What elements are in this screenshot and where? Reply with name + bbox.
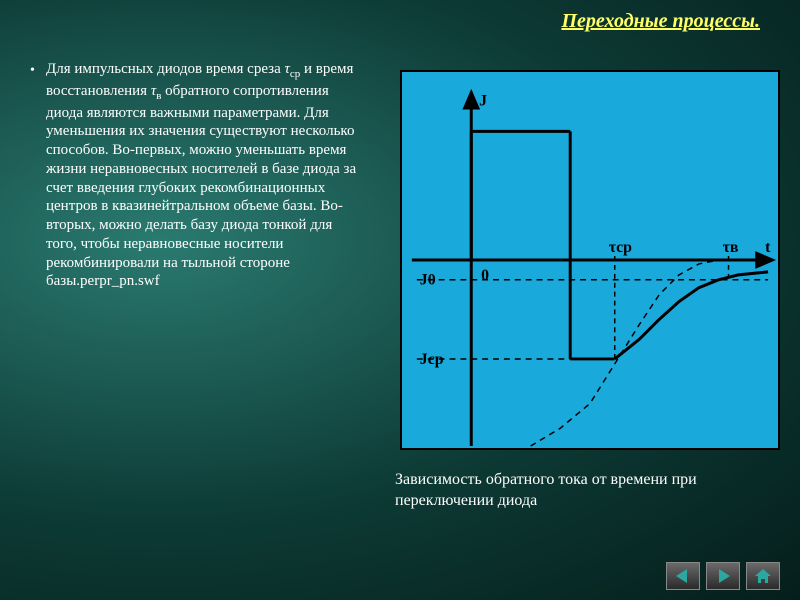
slide-title: Переходные процессы. <box>561 10 760 33</box>
house-icon <box>753 567 773 585</box>
triangle-left-icon <box>673 567 693 585</box>
bullet-dot: • <box>30 60 46 291</box>
triangle-right-icon <box>713 567 733 585</box>
diode-transient-chart: Jt 0 τср τв J0 Jср <box>400 70 780 450</box>
svg-text:J: J <box>479 93 487 110</box>
bullet-paragraph: Для импульсных диодов время среза τср и … <box>46 60 360 291</box>
svg-text:t: t <box>765 239 771 256</box>
svg-text:J0: J0 <box>420 272 436 289</box>
prev-button[interactable] <box>666 562 700 590</box>
svg-text:τср: τср <box>609 239 632 256</box>
home-button[interactable] <box>746 562 780 590</box>
svg-text:Jср: Jср <box>420 351 444 368</box>
svg-text:τв: τв <box>723 239 739 256</box>
next-button[interactable] <box>706 562 740 590</box>
chart-caption: Зависимость обратного тока от времени пр… <box>395 470 765 512</box>
svg-text:0: 0 <box>481 267 489 284</box>
body-text: • Для импульсных диодов время среза τср … <box>30 60 360 291</box>
nav-bar <box>666 562 780 590</box>
